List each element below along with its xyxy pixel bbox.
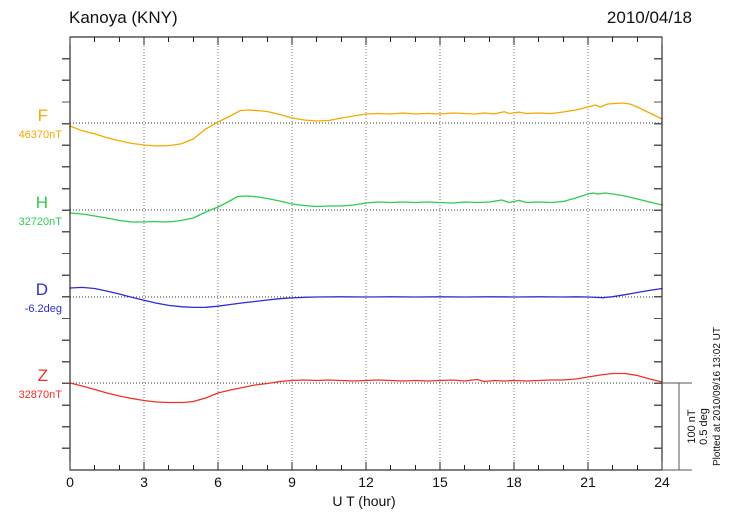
- x-tick-label-0: 0: [66, 474, 74, 490]
- x-tick-label-12: 12: [358, 474, 374, 490]
- series-reference-d: -6.2deg: [24, 303, 62, 315]
- series-label-z: Z: [37, 366, 48, 385]
- plotted-at-note: Plotted at 2010/09/16 13:02 UT: [712, 327, 723, 466]
- scale-bar-nt: 100 nT: [686, 409, 698, 444]
- page-title: Kanoya (KNY): [69, 8, 178, 27]
- date-label: 2010/04/18: [606, 8, 692, 27]
- scale-bar-label: 100 nT 0.5 deg: [686, 383, 712, 470]
- x-tick-label-18: 18: [506, 474, 522, 490]
- scale-bar-deg: 0.5 deg: [698, 408, 710, 445]
- x-tick-label-6: 6: [214, 474, 222, 490]
- series-label-d: D: [35, 280, 48, 299]
- x-tick-label-21: 21: [580, 474, 596, 490]
- series-reference-h: 32720nT: [18, 216, 62, 228]
- series-reference-z: 32870nT: [18, 389, 62, 401]
- series-reference-f: 46370nT: [18, 129, 62, 141]
- series-label-h: H: [35, 193, 48, 212]
- x-axis-title: U T (hour): [332, 493, 396, 509]
- x-tick-label-15: 15: [432, 474, 448, 490]
- x-tick-label-3: 3: [140, 474, 148, 490]
- x-tick-label-24: 24: [654, 474, 670, 490]
- x-tick-label-9: 9: [288, 474, 296, 490]
- series-label-f: F: [37, 106, 48, 125]
